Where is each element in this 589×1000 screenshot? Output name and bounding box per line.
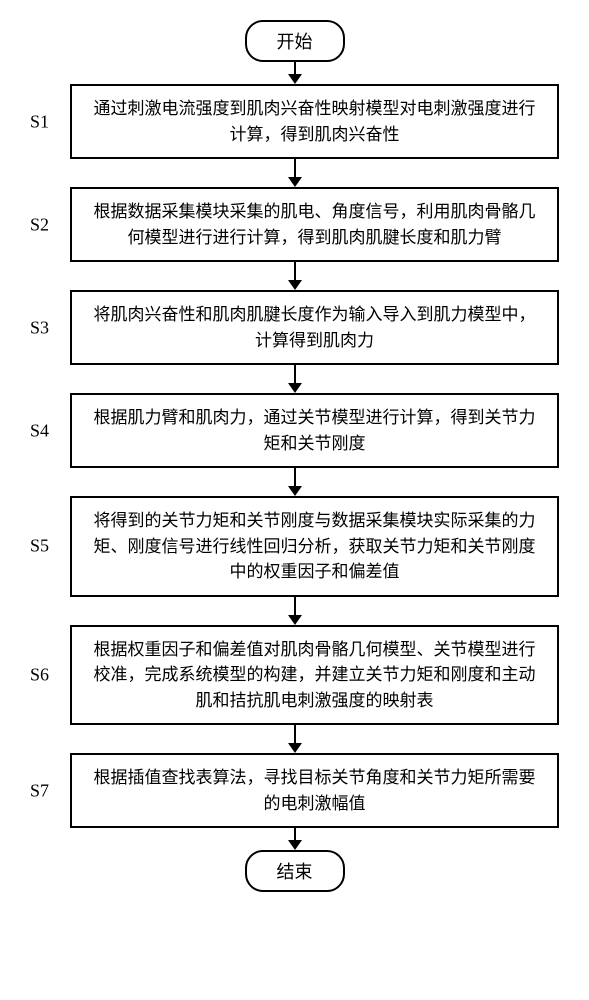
step-label: S2 — [30, 214, 49, 235]
step-label: S3 — [30, 317, 49, 338]
process-box: 根据数据采集模块采集的肌电、角度信号，利用肌肉骨骼几何模型进行进行计算，得到肌肉… — [70, 187, 559, 262]
flowchart-container: 开始 S1 通过刺激电流强度到肌肉兴奋性映射模型对电刺激强度进行计算，得到肌肉兴… — [0, 20, 589, 892]
process-box: 根据权重因子和偏差值对肌肉骨骼几何模型、关节模型进行校准，完成系统模型的构建，并… — [70, 625, 559, 726]
process-box: 根据插值查找表算法，寻找目标关节角度和关节力矩所需要的电刺激幅值 — [70, 753, 559, 828]
start-terminal: 开始 — [245, 20, 345, 62]
process-box: 将得到的关节力矩和关节刚度与数据采集模块实际采集的力矩、刚度信号进行线性回归分析… — [70, 496, 559, 597]
step-row: S5 将得到的关节力矩和关节刚度与数据采集模块实际采集的力矩、刚度信号进行线性回… — [0, 496, 589, 597]
step-label: S1 — [30, 111, 49, 132]
arrow — [288, 262, 302, 290]
arrow — [288, 62, 302, 84]
step-row: S6 根据权重因子和偏差值对肌肉骨骼几何模型、关节模型进行校准，完成系统模型的构… — [0, 625, 589, 726]
arrow — [288, 365, 302, 393]
step-row: S2 根据数据采集模块采集的肌电、角度信号，利用肌肉骨骼几何模型进行进行计算，得… — [0, 187, 589, 262]
arrow — [288, 159, 302, 187]
step-row: S7 根据插值查找表算法，寻找目标关节角度和关节力矩所需要的电刺激幅值 — [0, 753, 589, 828]
arrow — [288, 597, 302, 625]
step-label: S7 — [30, 780, 49, 801]
step-label: S5 — [30, 536, 49, 557]
end-terminal: 结束 — [245, 850, 345, 892]
process-box: 将肌肉兴奋性和肌肉肌腱长度作为输入导入到肌力模型中，计算得到肌肉力 — [70, 290, 559, 365]
process-box: 根据肌力臂和肌肉力，通过关节模型进行计算，得到关节力矩和关节刚度 — [70, 393, 559, 468]
arrow — [288, 828, 302, 850]
step-label: S4 — [30, 420, 49, 441]
process-box: 通过刺激电流强度到肌肉兴奋性映射模型对电刺激强度进行计算，得到肌肉兴奋性 — [70, 84, 559, 159]
step-label: S6 — [30, 664, 49, 685]
arrow — [288, 725, 302, 753]
arrow — [288, 468, 302, 496]
step-row: S1 通过刺激电流强度到肌肉兴奋性映射模型对电刺激强度进行计算，得到肌肉兴奋性 — [0, 84, 589, 159]
step-row: S3 将肌肉兴奋性和肌肉肌腱长度作为输入导入到肌力模型中，计算得到肌肉力 — [0, 290, 589, 365]
step-row: S4 根据肌力臂和肌肉力，通过关节模型进行计算，得到关节力矩和关节刚度 — [0, 393, 589, 468]
